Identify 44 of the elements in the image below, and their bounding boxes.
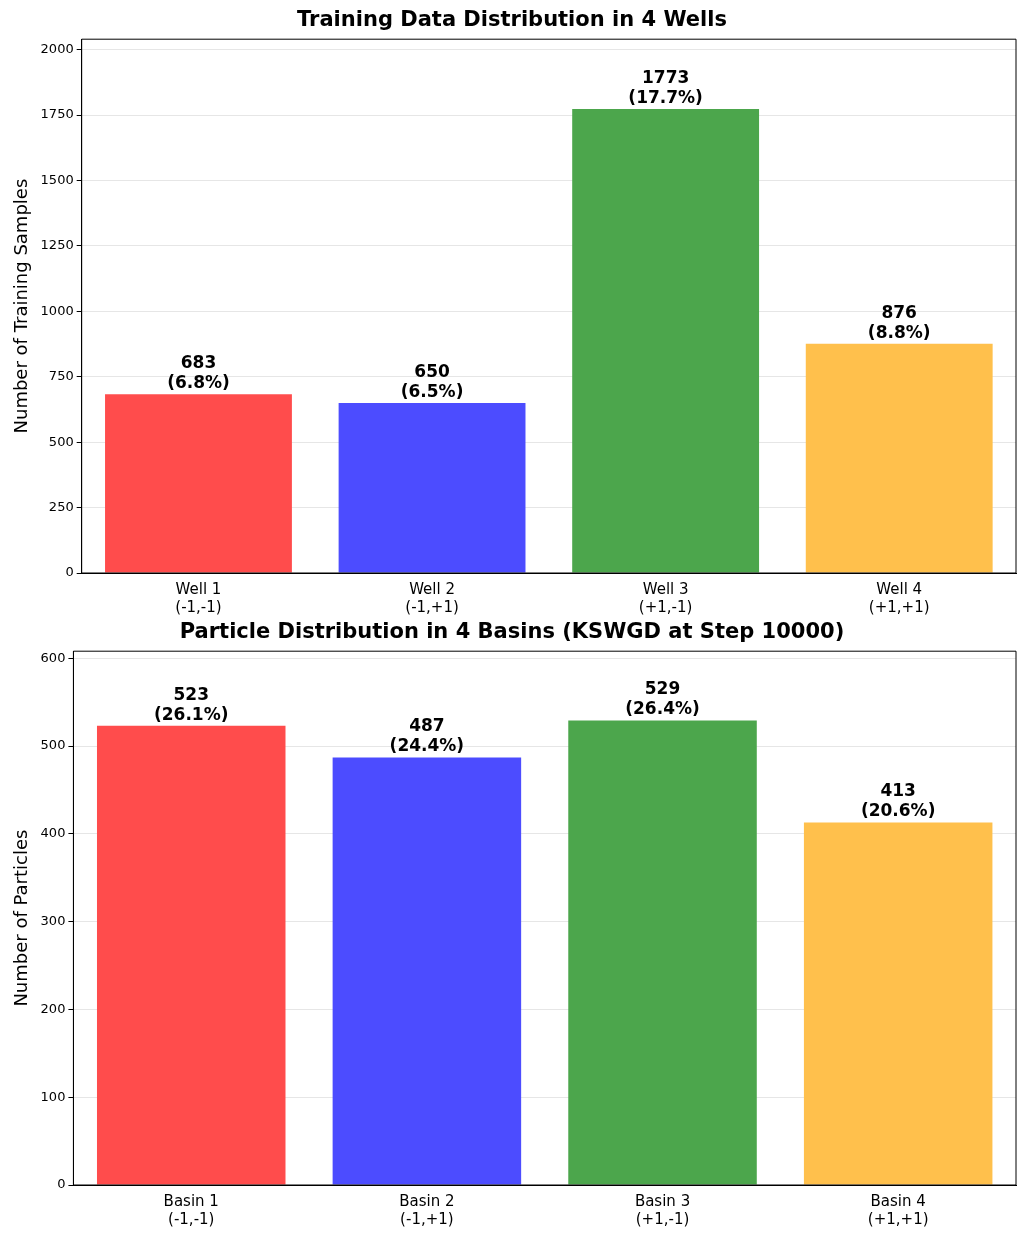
chart-title: Particle Distribution in 4 Basins (KSWGD at Step 10000) bbox=[179, 619, 845, 644]
y-tick-label: 400 bbox=[40, 825, 66, 841]
x-tick-label: Well 2 (-1,+1) bbox=[405, 579, 459, 616]
bar bbox=[105, 394, 292, 573]
data-label: 650 (6.5%) bbox=[400, 360, 464, 401]
y-tick-label: 500 bbox=[40, 737, 66, 753]
chart-title: Training Data Distribution in 4 Wells bbox=[297, 7, 727, 32]
y-tick-label: 1750 bbox=[40, 106, 74, 122]
y-tick-label: 1500 bbox=[40, 171, 74, 187]
bar bbox=[572, 109, 760, 573]
x-tick-label: Basin 4 (+1,+1) bbox=[867, 1191, 929, 1228]
x-tick-label: Well 1 (-1,-1) bbox=[175, 579, 222, 616]
x-tick-label: Basin 2 (-1,+1) bbox=[399, 1191, 455, 1228]
y-tick-label: 200 bbox=[40, 1000, 66, 1016]
y-tick-label: 0 bbox=[65, 564, 74, 580]
bar bbox=[338, 402, 526, 573]
x-tick-label: Basin 1 (-1,-1) bbox=[163, 1191, 219, 1228]
data-label: 413 (20.6%) bbox=[860, 780, 936, 821]
data-label: 529 (26.4%) bbox=[625, 678, 700, 719]
data-label: 876 (8.8%) bbox=[867, 301, 931, 342]
y-tick-label: 0 bbox=[57, 1176, 66, 1192]
bar bbox=[803, 822, 993, 1185]
data-label: 487 (24.4%) bbox=[389, 715, 465, 756]
data-label: 683 (6.8%) bbox=[167, 352, 230, 393]
y-tick-label: 300 bbox=[40, 912, 66, 928]
y-axis-title: Number of Training Samples bbox=[10, 178, 32, 434]
x-tick-label: Basin 3 (+1,-1) bbox=[634, 1191, 691, 1228]
y-tick-label: 100 bbox=[40, 1088, 66, 1104]
y-tick-label: 1000 bbox=[40, 302, 74, 318]
y-tick-label: 500 bbox=[48, 433, 74, 449]
x-tick-label: Well 4 (+1,+1) bbox=[868, 579, 930, 616]
bar bbox=[332, 757, 522, 1185]
data-label: 1773 (17.7%) bbox=[628, 66, 703, 107]
y-tick-label: 750 bbox=[48, 368, 74, 384]
x-tick-label: Well 3 (+1,-1) bbox=[638, 579, 693, 616]
y-tick-label: 250 bbox=[48, 498, 74, 514]
bar bbox=[96, 725, 286, 1185]
bar bbox=[568, 720, 757, 1185]
y-tick-label: 2000 bbox=[40, 41, 74, 57]
bar bbox=[805, 343, 993, 573]
y-tick-label: 1250 bbox=[40, 237, 74, 253]
y-axis-title: Number of Particles bbox=[10, 829, 32, 1007]
data-label: 523 (26.1%) bbox=[153, 683, 229, 724]
y-tick-label: 600 bbox=[40, 649, 66, 665]
